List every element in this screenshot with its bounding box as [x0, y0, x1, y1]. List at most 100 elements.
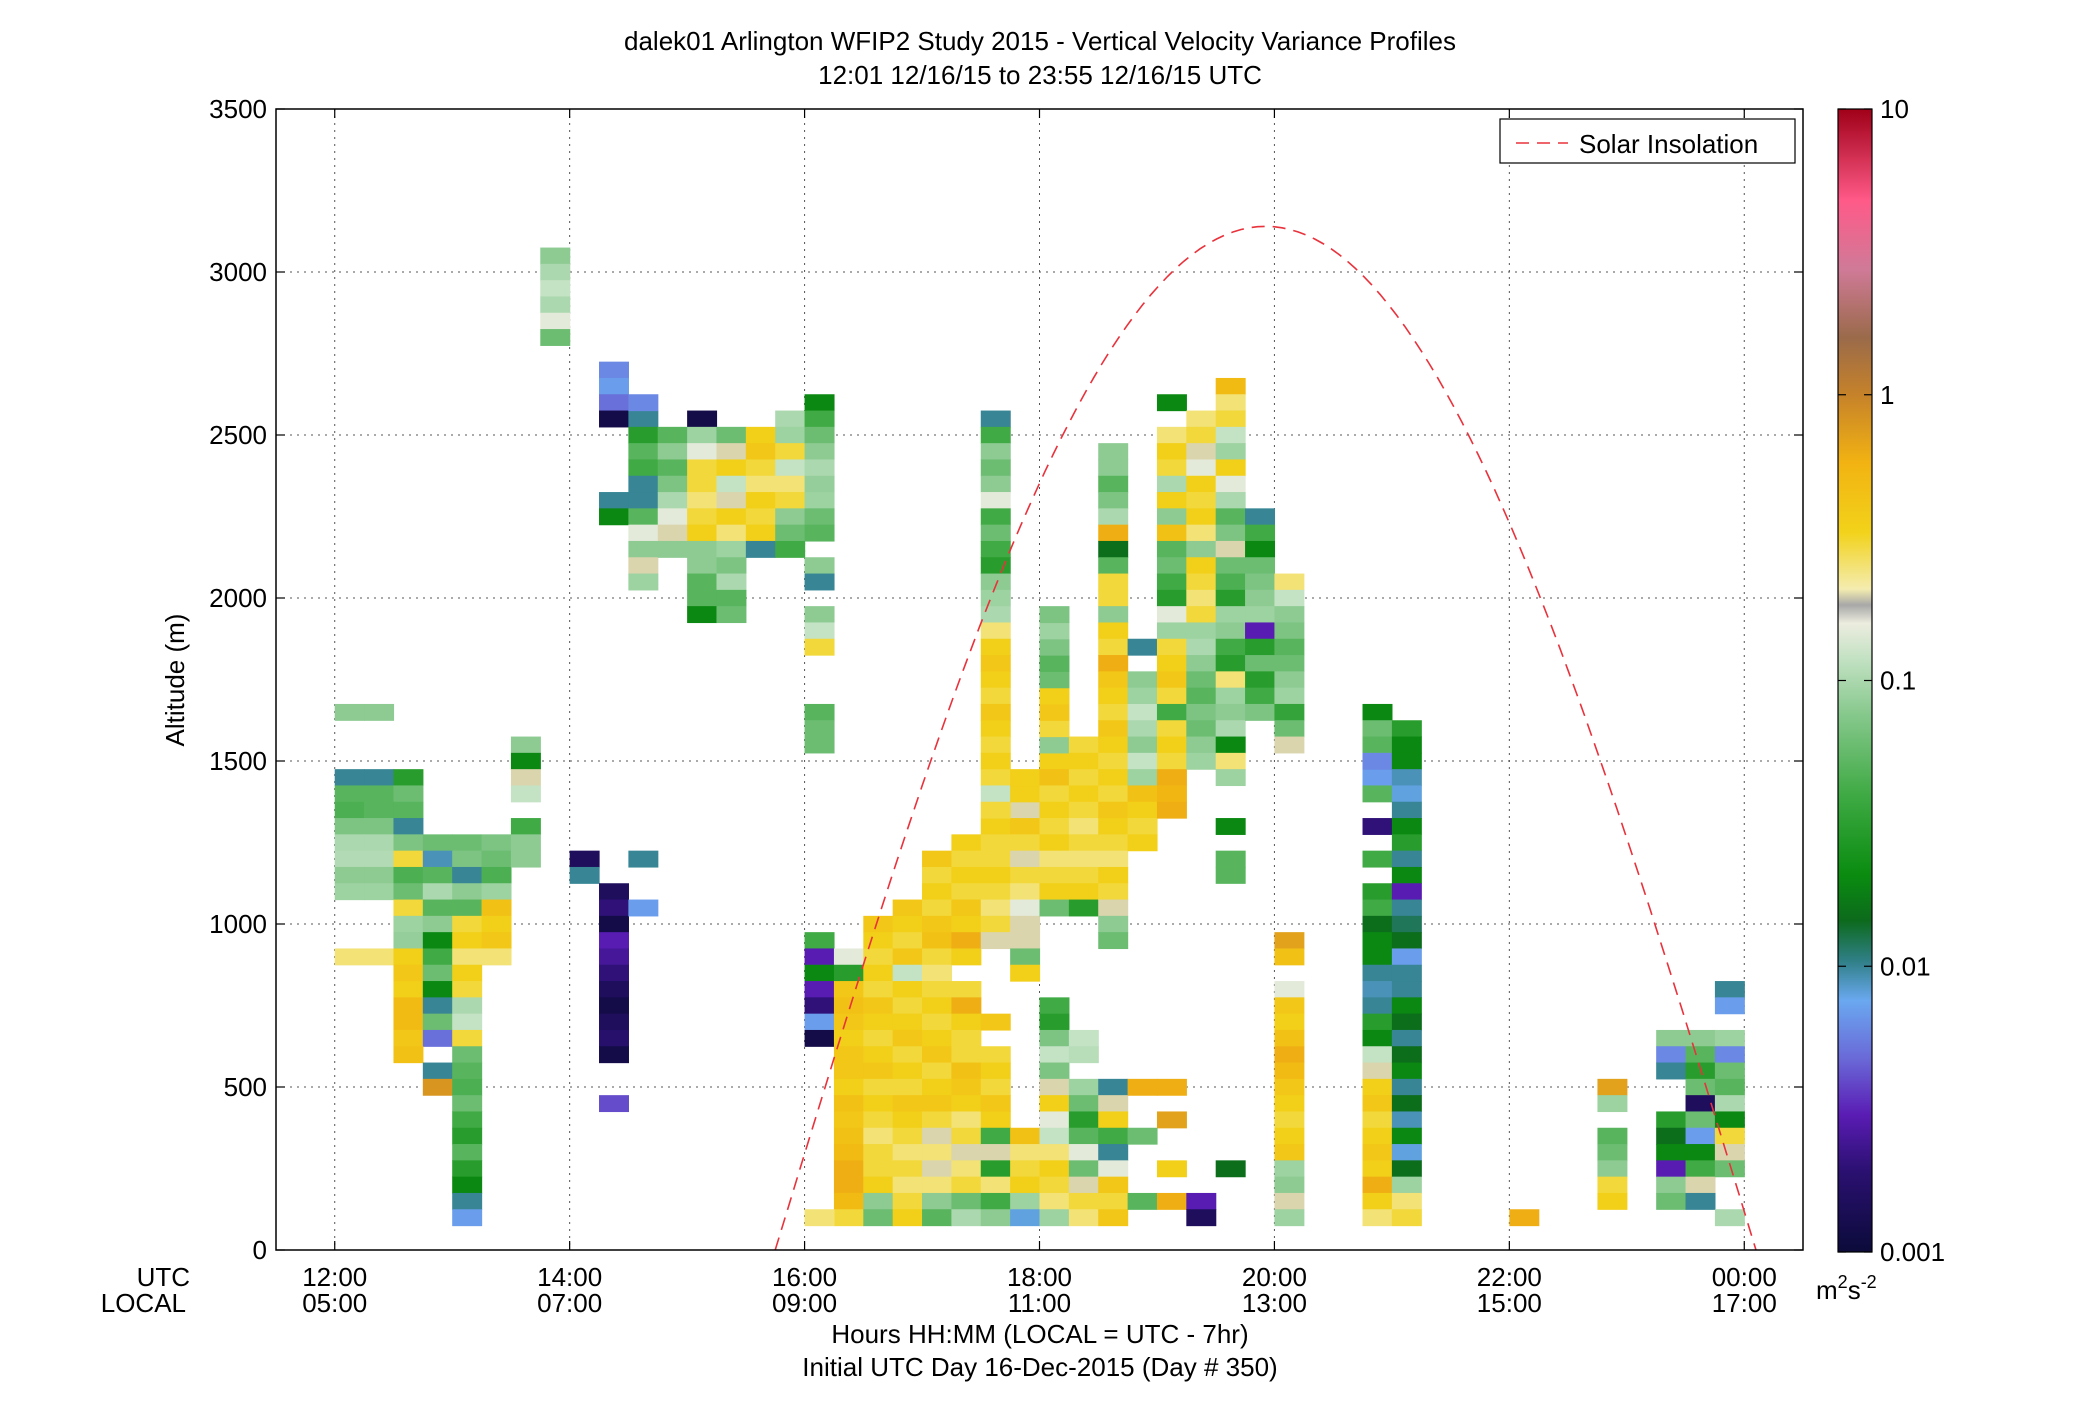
heatmap-cell [922, 997, 953, 1015]
heatmap-cell [1039, 1062, 1070, 1080]
heatmap-cell [922, 1160, 953, 1178]
heatmap-cell [1714, 1209, 1745, 1227]
heatmap-cell [1039, 1160, 1070, 1178]
heatmap-cell [1362, 883, 1393, 901]
heatmap-cell [980, 1095, 1011, 1113]
heatmap-cell [922, 964, 953, 982]
heatmap-cell [980, 915, 1011, 933]
heatmap-cell [393, 899, 424, 917]
units-sup-2: 2 [1838, 1272, 1848, 1292]
heatmap-cell [540, 312, 571, 330]
heatmap-cell [628, 443, 659, 461]
heatmap-cell [1039, 752, 1070, 770]
heatmap-cell [1362, 1062, 1393, 1080]
heatmap-cell [687, 492, 718, 509]
heatmap-cell [863, 1209, 894, 1227]
heatmap-cell [1391, 981, 1422, 998]
heatmap-cell [1714, 981, 1745, 998]
heatmap-cell [1245, 508, 1276, 526]
heatmap-cell [687, 443, 718, 461]
heatmap-cell [745, 524, 776, 542]
heatmap-cell [863, 981, 894, 998]
heatmap-cell [1068, 785, 1099, 803]
heatmap-cell [1215, 589, 1246, 607]
heatmap-cell [540, 247, 571, 265]
heatmap-cell [1010, 1176, 1041, 1194]
heatmap-cell [863, 1078, 894, 1096]
heatmap-cell [628, 899, 659, 917]
heatmap-cell [951, 997, 982, 1015]
heatmap-cell [1685, 1192, 1716, 1210]
heatmap-cell [1391, 899, 1422, 917]
heatmap-cell [1098, 703, 1129, 721]
heatmap-cell [1068, 1176, 1099, 1194]
heatmap-cell [1010, 915, 1041, 933]
heatmap-cell [1391, 1127, 1422, 1145]
heatmap-cell [599, 394, 629, 412]
heatmap-cell [1068, 752, 1099, 770]
heatmap-cell [1362, 818, 1393, 835]
heatmap-cell [1391, 866, 1422, 884]
heatmap-cell [1098, 459, 1129, 477]
heatmap-cell [804, 557, 835, 575]
heatmap-cell [892, 1095, 923, 1113]
heatmap-cell [1098, 1127, 1129, 1145]
heatmap-cell [1215, 557, 1246, 575]
heatmap-cell [1391, 1209, 1422, 1227]
heatmap-cell [980, 736, 1011, 754]
heatmap-cell [1391, 1144, 1422, 1161]
heatmap-cell [980, 540, 1011, 558]
heatmap-cell [1274, 1013, 1305, 1031]
heatmap-cell [1391, 964, 1422, 982]
heatmap-cell [628, 850, 659, 868]
heatmap-cell [334, 850, 365, 868]
heatmap-cell [1362, 752, 1393, 770]
heatmap-cell [481, 899, 512, 917]
heatmap-cell [804, 606, 835, 624]
heatmap-cell [892, 948, 923, 966]
heatmap-cell [1068, 1127, 1099, 1145]
heatmap-cell [716, 426, 747, 444]
heatmap-cell [951, 1062, 982, 1080]
heatmap-cell [1010, 899, 1041, 917]
heatmap-cell [892, 1029, 923, 1047]
heatmap-cell [1215, 703, 1246, 721]
heatmap-cell [481, 866, 512, 884]
heatmap-cell [1039, 606, 1070, 624]
heatmap-cell [863, 1013, 894, 1031]
heatmap-cell [393, 1046, 424, 1064]
heatmap-cell [980, 1176, 1011, 1194]
heatmap-cell [422, 932, 453, 950]
heatmap-cell [1391, 1062, 1422, 1080]
heatmap-cell [951, 866, 982, 884]
heatmap-cell [334, 703, 365, 721]
heatmap-cell [1068, 1111, 1099, 1129]
heatmap-cell [1391, 720, 1422, 738]
heatmap-cell [657, 475, 688, 493]
heatmap-cell [1010, 932, 1041, 950]
heatmap-cell [1156, 475, 1187, 493]
heatmap-cell [1274, 1111, 1305, 1129]
heatmap-cell [951, 1111, 982, 1129]
heatmap-cell [1098, 573, 1129, 591]
heatmap-cell [657, 443, 688, 461]
heatmap-cell [1098, 655, 1129, 672]
heatmap-cell [452, 915, 483, 933]
heatmap-cell [1156, 394, 1187, 412]
heatmap-cell [1156, 573, 1187, 591]
heatmap-cell [863, 1160, 894, 1178]
x-axis-label-2: Initial UTC Day 16-Dec-2015 (Day # 350) [802, 1352, 1277, 1382]
heatmap-cell [892, 1209, 923, 1227]
y-tick-label: 2000 [209, 583, 267, 613]
heatmap-cell [628, 394, 659, 412]
heatmap-cell [980, 752, 1011, 770]
heatmap-cell [1068, 1144, 1099, 1161]
heatmap-cell [510, 736, 541, 754]
heatmap-cell [1391, 1046, 1422, 1064]
heatmap-cell [334, 801, 365, 819]
heatmap-cell [599, 883, 629, 901]
heatmap-cell [863, 997, 894, 1015]
heatmap-cell [1068, 1029, 1099, 1047]
heatmap-cell [1156, 606, 1187, 624]
heatmap-cell [745, 459, 776, 477]
